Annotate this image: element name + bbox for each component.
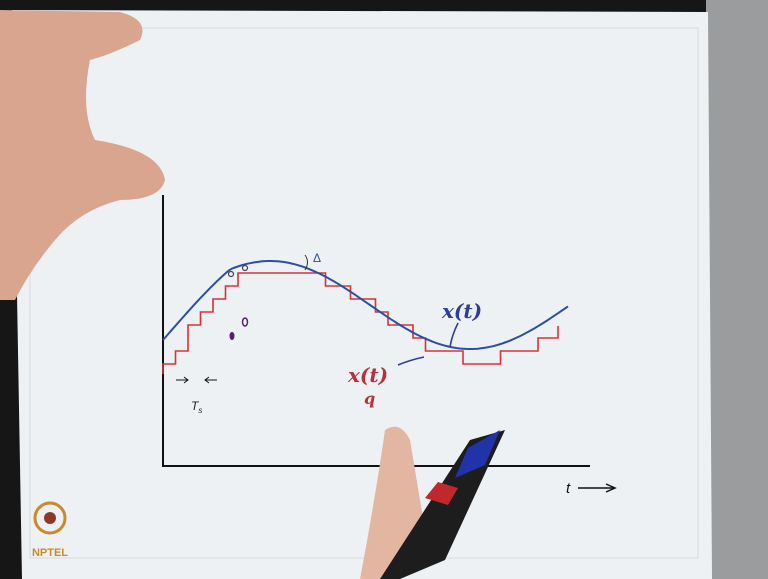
quantized-subscript: q xyxy=(364,389,375,408)
sample-period-sub: s xyxy=(198,406,202,415)
logo-core xyxy=(44,512,56,524)
signal-label: x(t) xyxy=(441,299,482,323)
quantized-label: x(t) xyxy=(347,363,388,387)
logo-text: NPTEL xyxy=(32,547,68,559)
paper xyxy=(12,10,712,579)
sample-point xyxy=(230,332,235,340)
video-frame: t Δ Ts x(t) x(t) q NPTEL xyxy=(0,0,768,579)
background-right xyxy=(706,0,768,579)
delta-label: Δ xyxy=(313,251,321,265)
